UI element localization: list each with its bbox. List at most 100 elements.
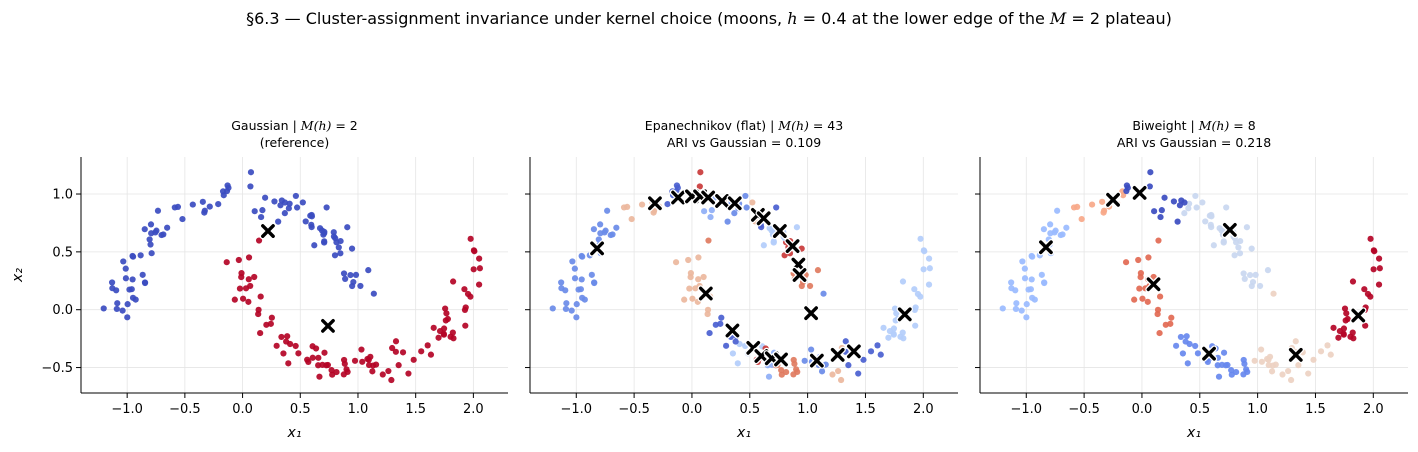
data-point xyxy=(340,270,348,277)
centroid-marker xyxy=(791,266,808,284)
data-point xyxy=(450,278,457,285)
centroid-markers xyxy=(1037,184,1367,364)
x-tick-label: −1.0 xyxy=(1010,402,1042,417)
data-point xyxy=(1210,242,1217,249)
data-point xyxy=(1235,244,1242,251)
data-point xyxy=(337,250,344,257)
data-point xyxy=(470,247,478,254)
data-point xyxy=(148,250,155,257)
data-point xyxy=(292,342,299,350)
data-point xyxy=(257,293,264,300)
x-tick-label: −0.5 xyxy=(1068,402,1100,417)
data-point xyxy=(344,368,351,376)
grid xyxy=(530,157,958,393)
data-point xyxy=(770,238,777,245)
data-point xyxy=(1047,221,1054,228)
data-point xyxy=(1258,346,1265,353)
data-point xyxy=(299,199,306,206)
x-axis-label: x₁ xyxy=(1186,425,1201,441)
data-point xyxy=(1054,207,1061,214)
data-point xyxy=(1330,324,1337,331)
data-point xyxy=(1179,350,1187,357)
data-point xyxy=(1340,330,1347,337)
data-point xyxy=(1025,286,1032,293)
data-point xyxy=(1199,199,1206,206)
x-tick-label: 0.5 xyxy=(1189,402,1210,417)
data-point xyxy=(285,205,292,212)
data-point xyxy=(255,306,262,313)
data-point xyxy=(1013,300,1020,307)
x-tick-label: 2.0 xyxy=(913,402,934,417)
data-point xyxy=(1249,278,1257,286)
panel-gaussian: Gaussian | M(h) = 2 (reference) −1.0 −0.5… xyxy=(10,118,508,441)
data-point xyxy=(308,211,315,219)
data-point xyxy=(1173,342,1180,349)
data-point xyxy=(1123,187,1130,195)
data-point xyxy=(1088,201,1096,208)
data-point xyxy=(1174,218,1181,225)
centroid-marker xyxy=(697,285,715,302)
data-point xyxy=(590,226,597,233)
data-point xyxy=(405,370,412,377)
data-point xyxy=(893,310,900,317)
data-point xyxy=(450,335,457,342)
data-point xyxy=(604,207,611,214)
centroid-marker xyxy=(1350,307,1367,324)
data-point xyxy=(588,271,595,278)
data-point xyxy=(189,201,196,208)
data-point xyxy=(379,371,386,378)
y-tick-label: 0.5 xyxy=(52,245,73,260)
data-point xyxy=(1176,202,1184,209)
centroid-marker xyxy=(1287,346,1304,364)
data-point xyxy=(462,322,469,329)
centroid-markers xyxy=(259,222,337,335)
x-tick-label: 2.0 xyxy=(463,402,484,417)
data-point xyxy=(430,324,437,331)
centroid-marker xyxy=(771,222,789,240)
data-point xyxy=(794,368,801,376)
data-point xyxy=(126,286,133,293)
data-point xyxy=(108,279,116,286)
data-point xyxy=(1367,293,1374,300)
data-point xyxy=(597,230,604,237)
data-point xyxy=(147,241,154,248)
data-point xyxy=(239,295,247,302)
data-point xyxy=(1012,287,1019,294)
data-point xyxy=(1208,211,1215,219)
data-point xyxy=(562,287,569,294)
data-point xyxy=(724,218,731,225)
data-point xyxy=(791,360,798,367)
centroid-marker xyxy=(802,304,820,322)
data-point xyxy=(1295,362,1302,369)
data-point xyxy=(806,282,814,290)
data-point xyxy=(284,333,291,340)
centroid-marker xyxy=(755,210,772,227)
data-point xyxy=(808,346,815,353)
data-point xyxy=(1361,286,1368,293)
data-point xyxy=(321,230,328,237)
data-point xyxy=(294,204,301,211)
data-point xyxy=(732,338,739,345)
data-point xyxy=(367,353,374,360)
data-point xyxy=(461,286,468,293)
data-point xyxy=(1335,334,1342,341)
data-point xyxy=(1063,224,1070,231)
data-point xyxy=(251,273,258,281)
data-point xyxy=(1019,258,1026,265)
data-point xyxy=(885,334,892,341)
panel-title-line1: Biweight | M(h) = 8 xyxy=(1132,118,1255,133)
data-point xyxy=(247,183,254,190)
data-point xyxy=(874,342,881,349)
data-point xyxy=(1023,314,1030,321)
x-tick-label: 0.0 xyxy=(682,402,703,417)
data-point xyxy=(179,215,186,223)
data-point xyxy=(1284,367,1292,375)
data-point xyxy=(358,346,365,353)
data-point xyxy=(880,324,887,331)
data-point xyxy=(575,286,582,293)
centroid-marker xyxy=(808,352,826,369)
data-point xyxy=(467,235,474,242)
x-tick-label: −1.0 xyxy=(560,402,592,417)
data-point xyxy=(236,285,244,292)
data-point xyxy=(1194,350,1202,357)
